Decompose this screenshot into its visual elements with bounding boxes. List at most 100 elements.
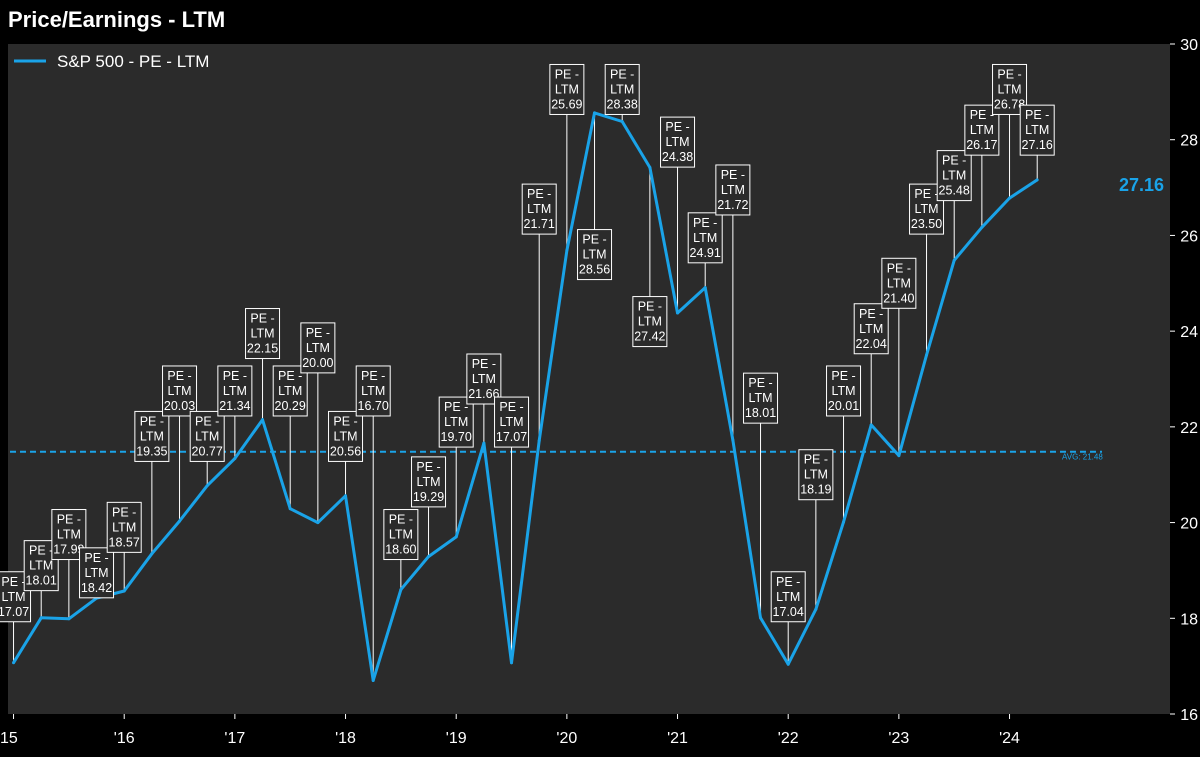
callout-prefix-line1: PE - bbox=[223, 369, 247, 383]
callout-prefix-line1: PE - bbox=[527, 187, 551, 201]
callout-box bbox=[521, 183, 557, 235]
x-tick-label: 15 bbox=[0, 730, 18, 747]
callout-box bbox=[106, 501, 142, 553]
callout-prefix-line1: PE - bbox=[84, 551, 108, 565]
callout-prefix-line2: LTM bbox=[859, 322, 883, 336]
callout-value: 27.42 bbox=[634, 330, 665, 344]
callout-prefix-line1: PE - bbox=[167, 369, 191, 383]
callout-prefix-line1: PE - bbox=[721, 168, 745, 182]
callout-value: 17.07 bbox=[0, 605, 29, 619]
x-tick-label: '18 bbox=[335, 730, 356, 747]
callout-prefix-line2: LTM bbox=[748, 391, 772, 405]
data-point bbox=[288, 507, 292, 511]
callout-prefix-line2: LTM bbox=[527, 202, 551, 216]
data-point bbox=[925, 353, 929, 357]
y-tick-label: 22 bbox=[1180, 420, 1198, 437]
x-tick-label: '23 bbox=[888, 730, 909, 747]
callout-value: 21.66 bbox=[468, 387, 499, 401]
callout-leaders bbox=[13, 112, 1038, 681]
callout-prefix-line2: LTM bbox=[721, 183, 745, 197]
callout-prefix-line2: LTM bbox=[84, 566, 108, 580]
data-point bbox=[261, 418, 265, 422]
callout-value: 22.04 bbox=[856, 337, 887, 351]
callout-prefix-line1: PE - bbox=[306, 326, 330, 340]
data-point bbox=[178, 519, 182, 523]
callout-prefix-line2: LTM bbox=[333, 429, 357, 443]
callout-value: 19.29 bbox=[413, 490, 444, 504]
callout-prefix-line2: LTM bbox=[914, 202, 938, 216]
callout-prefix-line1: PE - bbox=[29, 544, 53, 558]
data-point bbox=[759, 616, 763, 620]
callout-prefix-line2: LTM bbox=[389, 528, 413, 542]
callout-value: 20.29 bbox=[275, 399, 306, 413]
callout-box bbox=[743, 372, 779, 424]
callout-value: 24.91 bbox=[690, 246, 721, 260]
callout-value: 18.57 bbox=[109, 535, 140, 549]
x-tick-label: '16 bbox=[114, 730, 135, 747]
callout-prefix-line1: PE - bbox=[499, 400, 523, 414]
data-point bbox=[371, 679, 375, 682]
callout-prefix-line2: LTM bbox=[499, 415, 523, 429]
data-point bbox=[427, 555, 431, 559]
callout-prefix-line1: PE - bbox=[970, 108, 994, 122]
callout-value: 18.60 bbox=[385, 543, 416, 557]
data-point bbox=[676, 311, 680, 315]
callout-value: 18.01 bbox=[745, 406, 776, 420]
callout-prefix-line2: LTM bbox=[1, 590, 25, 604]
y-tick-label: 30 bbox=[1180, 37, 1198, 54]
callout-prefix-line1: PE - bbox=[804, 453, 828, 467]
callout-value: 23.50 bbox=[911, 217, 942, 231]
callout-box bbox=[355, 365, 391, 417]
callout-box bbox=[466, 353, 502, 405]
callout-value: 17.07 bbox=[496, 430, 527, 444]
callout-prefix-line2: LTM bbox=[278, 384, 302, 398]
callout-prefix-line1: PE - bbox=[610, 67, 634, 81]
callout-value: 19.35 bbox=[136, 444, 167, 458]
callout-prefix-line1: PE - bbox=[693, 216, 717, 230]
callout-prefix-line2: LTM bbox=[57, 528, 81, 542]
callout-prefix-line1: PE - bbox=[1025, 108, 1049, 122]
callout-box bbox=[189, 410, 225, 462]
legend-label: S&P 500 - PE - LTM bbox=[57, 52, 209, 71]
callout-box bbox=[853, 303, 889, 355]
callout-box bbox=[577, 229, 613, 281]
callout-prefix-line2: LTM bbox=[997, 82, 1021, 96]
callout-box bbox=[438, 396, 474, 448]
callout-box bbox=[936, 150, 972, 202]
callout-value: 18.01 bbox=[26, 574, 57, 588]
callout-box bbox=[715, 164, 751, 216]
callout-prefix-line2: LTM bbox=[610, 82, 634, 96]
callout-prefix-line1: PE - bbox=[997, 67, 1021, 81]
callout-value: 21.40 bbox=[883, 291, 914, 305]
data-point bbox=[399, 588, 403, 592]
callout-prefix-line2: LTM bbox=[555, 82, 579, 96]
data-point bbox=[454, 535, 458, 539]
callout-box bbox=[328, 410, 364, 462]
callout-prefix-line1: PE - bbox=[831, 369, 855, 383]
callout-box bbox=[687, 212, 723, 264]
data-point bbox=[316, 521, 320, 525]
callout-value: 17.99 bbox=[53, 543, 84, 557]
callout-value: 26.78 bbox=[994, 97, 1025, 111]
data-point bbox=[537, 439, 541, 443]
callout-value: 20.56 bbox=[330, 444, 361, 458]
x-tick-label: '19 bbox=[446, 730, 467, 747]
data-point bbox=[1035, 178, 1039, 182]
data-point bbox=[565, 248, 569, 252]
data-point bbox=[814, 607, 818, 611]
callout-value: 28.38 bbox=[607, 97, 638, 111]
